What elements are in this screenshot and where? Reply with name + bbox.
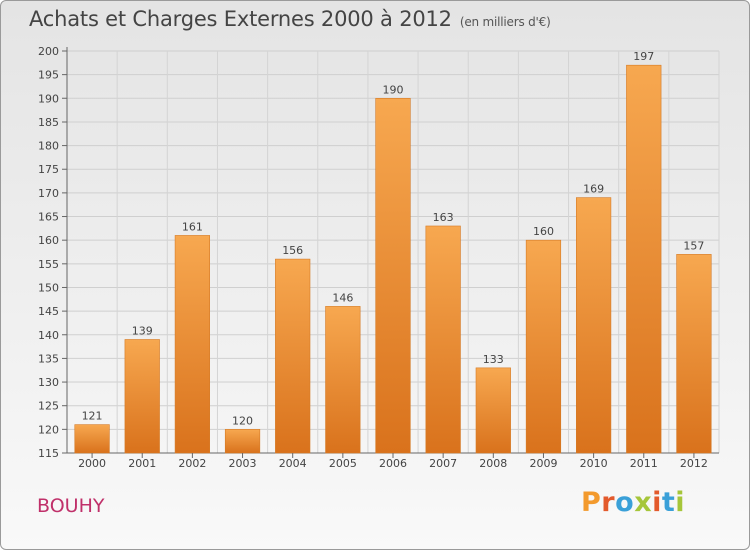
x-tick-label: 2005 xyxy=(329,457,357,470)
bar-value-label: 190 xyxy=(383,83,404,96)
bar xyxy=(525,239,562,454)
x-tick-label: 2012 xyxy=(680,457,708,470)
y-tick-label: 140 xyxy=(38,329,59,342)
x-tick-label: 2006 xyxy=(379,457,407,470)
y-tick-label: 170 xyxy=(38,187,59,200)
bar-value-label: 120 xyxy=(232,414,253,427)
bar-value-label: 163 xyxy=(433,211,454,224)
x-tick-label: 2007 xyxy=(429,457,457,470)
bar-value-label: 160 xyxy=(533,225,554,238)
y-tick-label: 120 xyxy=(38,423,59,436)
bar-value-label: 133 xyxy=(483,353,504,366)
logo-letter: x xyxy=(634,487,653,518)
bar xyxy=(124,339,160,454)
bar xyxy=(626,64,662,454)
bar xyxy=(425,225,461,454)
bar-value-label: 157 xyxy=(683,239,704,252)
bar xyxy=(576,197,612,454)
y-tick-label: 165 xyxy=(38,211,59,224)
x-tick-label: 2001 xyxy=(128,457,156,470)
y-tick-label: 125 xyxy=(38,400,59,413)
bar xyxy=(224,429,261,454)
bar-value-label: 156 xyxy=(282,244,303,257)
y-tick-label: 155 xyxy=(38,258,59,271)
bar-value-label: 197 xyxy=(633,50,654,63)
bar-value-label: 161 xyxy=(182,220,203,233)
proxiti-logo: Proxiti xyxy=(581,487,685,518)
bar xyxy=(74,424,110,454)
x-tick-label: 2009 xyxy=(529,457,557,470)
logo-letter: i xyxy=(675,487,686,518)
commune-name: BOUHY xyxy=(37,495,105,517)
logo-letter: i xyxy=(652,487,662,518)
y-tick-label: 130 xyxy=(38,376,59,389)
x-tick-label: 2000 xyxy=(78,457,106,470)
logo-letter: t xyxy=(661,487,676,518)
y-tick-label: 185 xyxy=(38,116,59,129)
bar xyxy=(174,235,210,454)
x-tick-label: 2011 xyxy=(630,457,658,470)
bar xyxy=(325,306,361,454)
x-tick-label: 2004 xyxy=(279,457,307,470)
x-tick-label: 2002 xyxy=(178,457,206,470)
bar-value-label: 169 xyxy=(583,183,604,196)
logo-letter: o xyxy=(615,487,635,518)
chart-subtitle: (en milliers d'€) xyxy=(459,15,551,29)
y-tick-label: 180 xyxy=(38,140,59,153)
bar-value-label: 146 xyxy=(332,291,353,304)
x-tick-label: 2010 xyxy=(580,457,608,470)
bar xyxy=(375,97,411,454)
logo-letter: P xyxy=(581,487,602,518)
bar xyxy=(275,258,311,454)
y-tick-label: 200 xyxy=(38,45,59,58)
bar xyxy=(475,367,511,454)
y-tick-label: 150 xyxy=(38,281,59,294)
y-tick-label: 175 xyxy=(38,163,59,176)
logo-letter: r xyxy=(601,487,616,518)
y-tick-label: 195 xyxy=(38,69,59,82)
x-tick-label: 2008 xyxy=(479,457,507,470)
y-tick-label: 190 xyxy=(38,92,59,105)
chart-title-block: Achats et Charges Externes 2000 à 2012 (e… xyxy=(29,7,551,31)
chart-title: Achats et Charges Externes 2000 à 2012 xyxy=(29,7,452,31)
bar-value-label: 139 xyxy=(132,324,153,337)
y-tick-label: 145 xyxy=(38,305,59,318)
y-tick-label: 135 xyxy=(38,352,59,365)
y-tick-label: 115 xyxy=(38,447,59,460)
y-tick-label: 160 xyxy=(38,234,59,247)
bar-value-label: 121 xyxy=(82,410,103,423)
x-tick-label: 2003 xyxy=(229,457,257,470)
bar xyxy=(676,254,712,454)
